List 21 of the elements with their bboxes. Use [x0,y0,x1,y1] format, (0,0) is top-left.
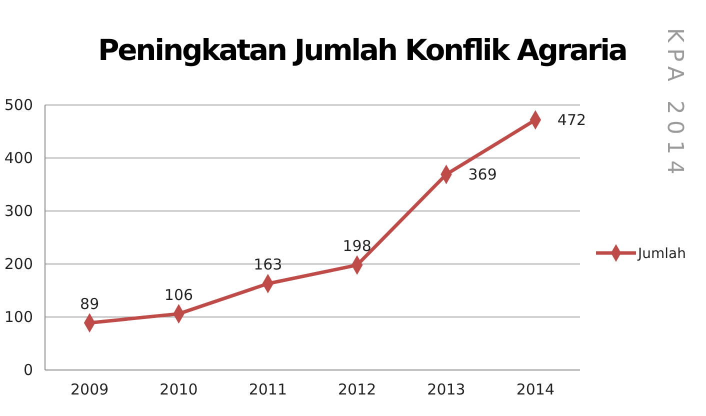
data-label: 472 [557,110,586,129]
y-tick-label: 200 [4,254,33,273]
x-tick-label: 2009 [70,380,109,399]
x-tick-label: 2011 [248,380,288,399]
y-tick-label: 0 [23,360,33,379]
x-tick-label: 2013 [427,380,466,399]
data-label: 198 [342,237,372,256]
y-tick-label: 300 [4,202,33,220]
legend-label: Jumlah [637,246,686,262]
data-label: 106 [164,286,194,304]
x-tick-label: 2012 [338,380,376,399]
y-tick-label: 100 [4,308,33,326]
chart-title: Peningkatan Jumlah Konflik Agraria [98,33,628,67]
text: KPA 2014 [662,28,687,180]
data-label: 163 [254,256,282,274]
x-tick-label: 2010 [160,380,198,399]
data-label: 369 [468,165,497,184]
y-tick-label: 400 [4,148,33,167]
x-tick-label: 2014 [516,380,555,399]
data-label: 89 [80,294,100,313]
y-tick-label: 500 [4,96,33,114]
